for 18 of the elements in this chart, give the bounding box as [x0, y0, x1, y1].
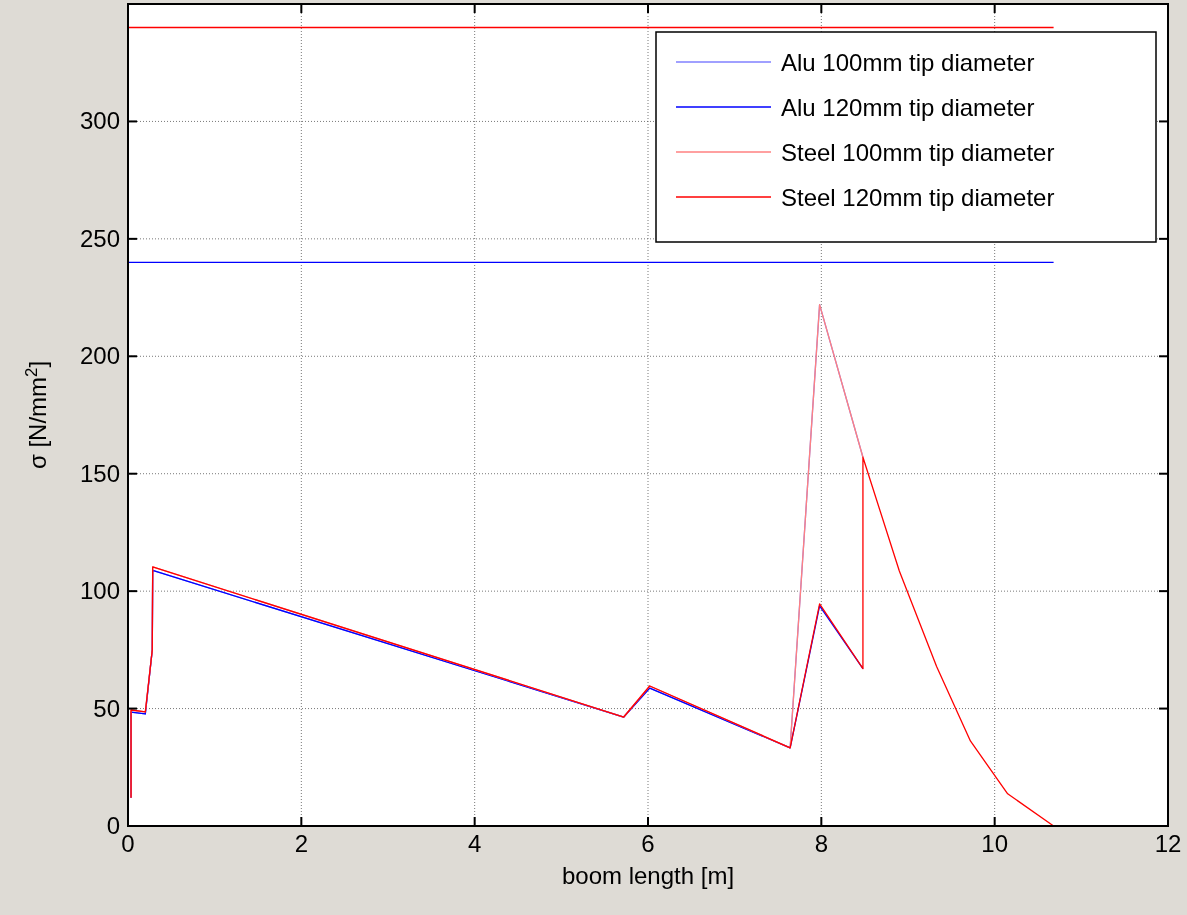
x-tick-label: 4 — [467, 830, 482, 857]
x-tick-label: 12 — [1154, 830, 1182, 857]
y-tick-label: 50 — [93, 694, 120, 722]
y-tick-label: 200 — [79, 342, 120, 370]
legend-label: Alu 120mm tip diameter — [781, 94, 1035, 121]
x-tick-label: 8 — [814, 830, 829, 857]
x-tick-label: 2 — [294, 830, 309, 857]
y-tick-label: 300 — [79, 107, 120, 135]
legend-label: Alu 100mm tip diameter — [781, 49, 1035, 76]
legend-label: Steel 100mm tip diameter — [781, 139, 1055, 166]
legend-label: Steel 120mm tip diameter — [781, 184, 1055, 211]
y-tick-label: 0 — [106, 812, 120, 839]
y-tick-label: 100 — [79, 577, 120, 605]
x-tick-label: 6 — [641, 830, 655, 857]
x-tick-label: 10 — [981, 830, 1009, 857]
y-tick-label: 250 — [79, 224, 120, 252]
x-axis-title: boom length [m] — [561, 862, 735, 889]
y-tick-label: 150 — [79, 459, 120, 487]
